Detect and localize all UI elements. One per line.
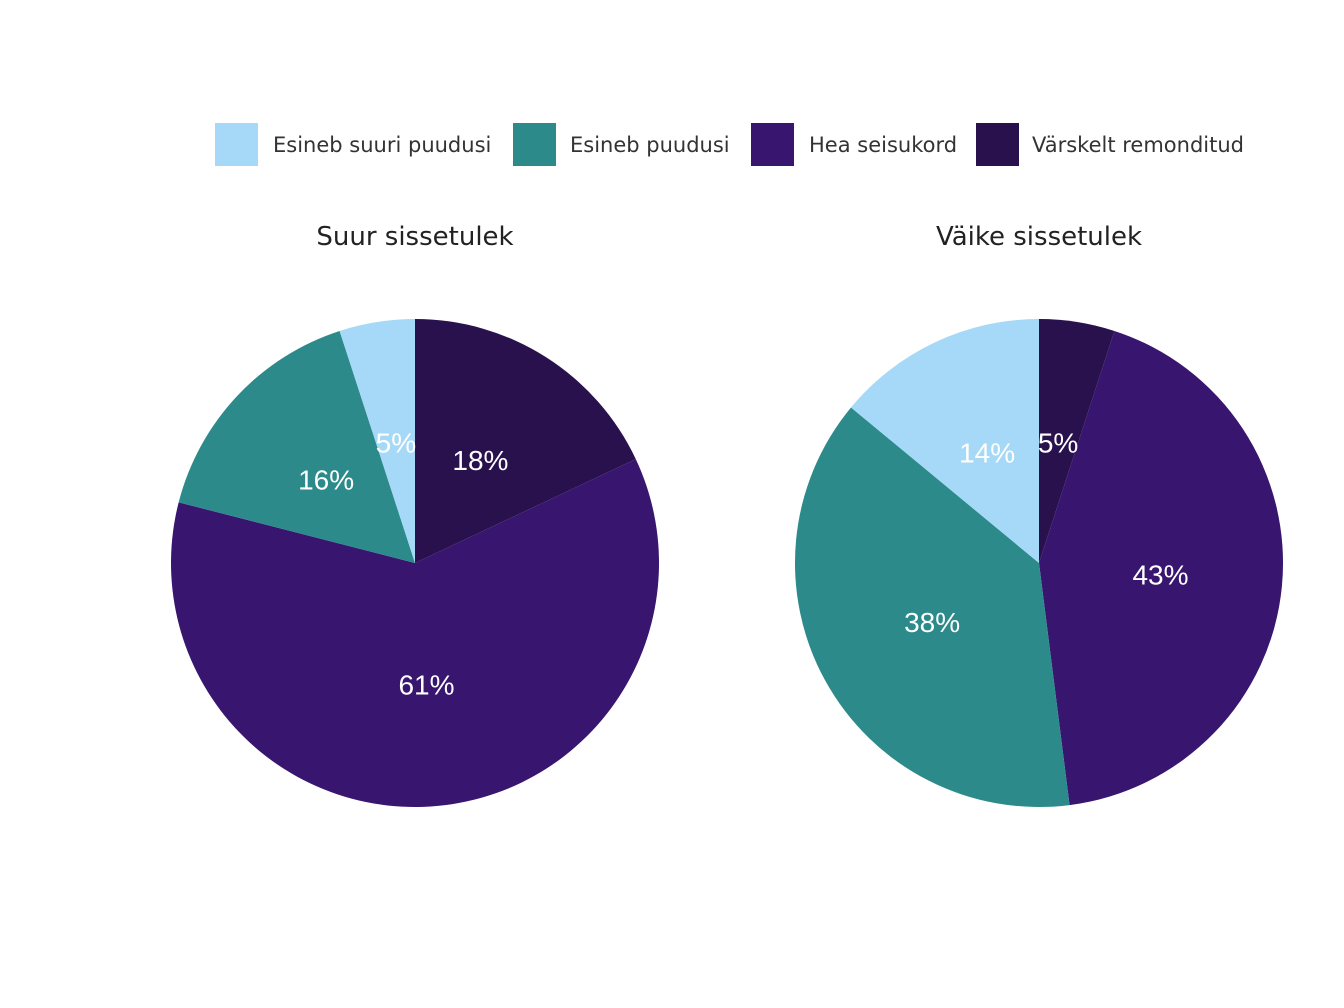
slice-label-varskelt-remonditud: 5%: [1038, 428, 1078, 459]
legend-label: Esineb suuri puudusi: [273, 133, 491, 157]
pie-slice-varskelt-remonditud: [415, 319, 636, 563]
legend-item-varskelt-remonditud: Värskelt remonditud: [976, 123, 1244, 166]
legend-item-hea-seisukord: Hea seisukord: [751, 123, 957, 166]
legend-item-esineb-suuri-puudusi: Esineb suuri puudusi: [215, 123, 491, 166]
legend-label: Värskelt remonditud: [1032, 133, 1244, 157]
slice-label-hea-seisukord: 43%: [1132, 560, 1188, 591]
legend-swatch: [513, 123, 556, 166]
pie-chart-vaike-sissetulek: Väike sissetulek 5% 43% 38% 14%: [794, 222, 1284, 808]
legend-label: Hea seisukord: [809, 133, 957, 157]
pie-slice-hea-seisukord: [171, 459, 660, 808]
legend-swatch: [751, 123, 794, 166]
pie-slice-hea-seisukord: [1039, 330, 1284, 806]
slice-label-esineb-puudusi: 38%: [904, 607, 960, 638]
pie-slice-esineb-suuri-puudusi: [339, 319, 415, 563]
pie-title: Suur sissetulek: [316, 222, 513, 252]
pie-title: Väike sissetulek: [936, 222, 1142, 252]
legend-swatch: [976, 123, 1019, 166]
slice-label-esineb-puudusi: 16%: [298, 465, 354, 496]
legend-label: Esineb puudusi: [570, 133, 730, 157]
pie-chart-suur-sissetulek: Suur sissetulek 18% 61% 16% 5%: [171, 222, 660, 808]
pie-slice-esineb-puudusi: [794, 407, 1070, 808]
legend: Esineb suuri puudusi Esineb puudusi Hea se…: [215, 123, 1244, 166]
legend-item-esineb-puudusi: Esineb puudusi: [513, 123, 730, 166]
slice-label-esineb-suuri-puudusi: 5%: [376, 428, 416, 459]
slice-label-hea-seisukord: 61%: [398, 670, 454, 701]
slice-label-esineb-suuri-puudusi: 14%: [959, 438, 1015, 469]
slice-label-varskelt-remonditud: 18%: [452, 445, 508, 476]
pie-slice-esineb-suuri-puudusi: [850, 319, 1039, 563]
legend-swatch: [215, 123, 258, 166]
pie-slice-varskelt-remonditud: [1039, 319, 1115, 563]
pie-slice-esineb-puudusi: [178, 330, 415, 563]
